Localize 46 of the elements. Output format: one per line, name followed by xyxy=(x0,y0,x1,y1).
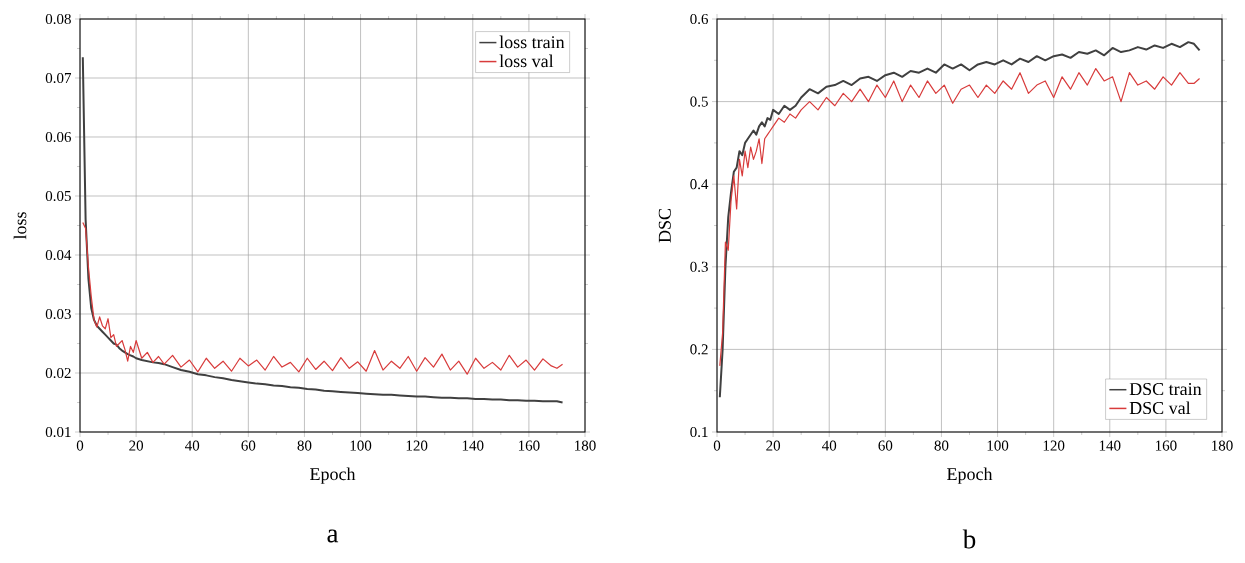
y-axis-title: loss xyxy=(13,212,27,240)
y-tick-label: 0.2 xyxy=(690,344,708,355)
x-tick-label: 60 xyxy=(878,440,893,451)
y-tick-label: 0.03 xyxy=(45,308,71,320)
y-tick-label: 0.5 xyxy=(690,96,708,107)
x-tick-label: 120 xyxy=(1043,440,1065,451)
x-tick-label: 80 xyxy=(297,440,312,451)
x-tick-label: 160 xyxy=(1155,440,1177,451)
x-axis-title: Epoch xyxy=(310,467,356,484)
x-tick-label: 120 xyxy=(406,440,428,451)
line-series xyxy=(82,221,564,375)
y-tick-label: 0.06 xyxy=(45,131,72,143)
y-tick-label: 0.1 xyxy=(690,426,708,438)
text: b xyxy=(962,529,976,549)
y-tick-label: 0.08 xyxy=(45,13,71,25)
x-tick-label: 140 xyxy=(1099,440,1121,451)
x-tick-label: 20 xyxy=(129,440,144,451)
x-tick-label: 140 xyxy=(462,440,484,451)
x-axis-title: Epoch xyxy=(947,467,993,484)
y-tick-label: 0.07 xyxy=(45,72,72,84)
x-tick-label: 0 xyxy=(76,440,84,451)
x-tick-label: 180 xyxy=(575,440,596,451)
x-tick-label: 180 xyxy=(1212,440,1233,451)
y-axis-title: DSC xyxy=(658,209,671,243)
x-tick-label: 100 xyxy=(987,440,1009,451)
text: a xyxy=(327,529,339,543)
y-tick-label: 0.02 xyxy=(45,367,71,379)
x-tick-label: 40 xyxy=(822,440,837,451)
x-tick-label: 60 xyxy=(241,440,256,451)
line-series xyxy=(719,67,1201,367)
y-tick-label: 0.05 xyxy=(45,190,71,202)
y-tick-label: 0.6 xyxy=(690,13,709,25)
legend-label: loss val xyxy=(499,54,554,68)
legend-label: DSC val xyxy=(1129,401,1191,415)
x-tick-label: 0 xyxy=(713,440,721,451)
x-tick-label: 20 xyxy=(766,440,781,451)
x-tick-label: 100 xyxy=(350,440,372,451)
y-tick-label: 0.4 xyxy=(690,179,709,190)
x-tick-label: 80 xyxy=(934,440,949,451)
legend-label: loss train xyxy=(499,35,565,49)
x-tick-label: 160 xyxy=(518,440,540,451)
legend-label: DSC train xyxy=(1129,383,1202,396)
y-tick-label: 0.01 xyxy=(45,426,71,438)
y-tick-label: 0.04 xyxy=(45,249,72,261)
x-tick-label: 40 xyxy=(185,440,200,451)
y-tick-label: 0.3 xyxy=(690,261,708,272)
